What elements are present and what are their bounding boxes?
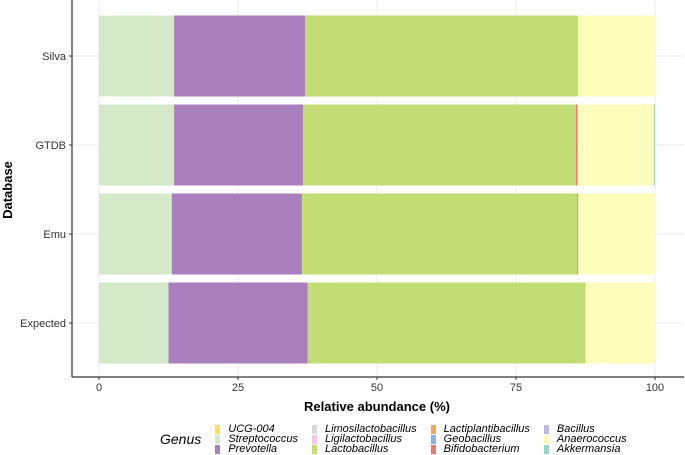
bar-segment-expected-streptococcus [99,282,169,364]
legend-item: Prevotella [215,443,298,455]
legend-item: Geobacillus [430,433,530,445]
legend-item: Lactiplantibacillus [430,423,530,435]
legend-item: Lactobacillus [311,443,417,455]
bar-segment-gtdb-lactobacillus [303,104,577,186]
legend-label: Lactiplantibacillus [443,423,530,435]
legend-item: Limosilactobacillus [311,423,417,435]
y-axis-title: Database [0,161,15,219]
legend-label: Akkermansia [556,443,621,455]
x-tick-label: 50 [371,382,383,394]
legend-item: UCG-004 [215,423,298,435]
x-tick-label: 0 [96,382,102,394]
bar-segment-silva-ucg-004 [99,15,101,97]
legend: Genus UCG-004 Streptococcus Prevotella Limo… [160,423,627,455]
bar-segment-gtdb-akkermansia [653,104,655,186]
legend-swatch [215,434,221,444]
legend-label: Anaerococcus [556,433,627,445]
legend-swatch [543,424,549,434]
bar-segment-silva-lactobacillus [305,15,579,97]
x-axis-title: Relative abundance (%) [304,399,450,414]
bar-segment-expected-anaerococcus [585,282,655,364]
legend-label: Bacillus [556,423,595,435]
legend-item: Bifidobacterium [430,443,530,455]
legend-label: Prevotella [228,443,278,455]
legend-label: Limosilactobacillus [324,423,417,435]
bar-segment-gtdb-bifidobacterium [576,104,578,186]
bar-segment-expected-lactobacillus [307,282,586,364]
bar-segment-silva-streptococcus [100,15,175,97]
x-tick-label: 100 [646,382,664,394]
legend-swatch [311,434,317,444]
legend-label: Streptococcus [228,433,298,445]
legend-item: Streptococcus [215,433,298,445]
bar-segment-gtdb-anaerococcus [577,104,654,186]
bar-segment-gtdb-streptococcus [99,104,175,186]
legend-swatch [215,424,221,434]
legend-item: Akkermansia [543,443,627,455]
legend-item: Bacillus [543,423,627,435]
legend-label: Ligilactobacillus [324,433,402,445]
y-tick-label: Silva [42,51,67,63]
legend-label: Lactobacillus [324,443,389,455]
x-tick-label: 75 [510,382,522,394]
legend-swatch [311,424,317,434]
legend-label: Geobacillus [443,433,502,445]
legend-swatch [430,424,436,434]
legend-swatch [311,444,317,454]
plot-area: Silva GTDB Emu Expected 0 25 50 75 100 Relative a… [0,0,684,414]
legend-item: Ligilactobacillus [311,433,417,445]
legend-swatch [215,444,221,454]
y-tick-label: Expected [20,318,66,330]
bar-segment-emu-anaerococcus [578,193,655,275]
bar-segment-emu-bifidobacterium [577,193,579,275]
y-tick-label: Emu [43,229,66,241]
legend-swatch [430,444,436,454]
y-tick-label: GTDB [35,140,66,152]
bar-segment-silva-prevotella [174,15,306,97]
legend-swatch [543,434,549,444]
bar-segment-emu-prevotella [171,193,302,275]
bar-segment-emu-lactobacillus [301,193,578,275]
bar-segment-gtdb-prevotella [174,104,304,186]
x-tick-label: 25 [232,382,244,394]
bar-segment-emu-streptococcus [99,193,172,275]
legend-swatch [543,444,549,454]
legend-title: Genus [160,431,202,447]
legend-label: UCG-004 [228,423,275,435]
legend-swatch [430,434,436,444]
legend-label: Bifidobacterium [443,443,520,455]
legend-item: Anaerococcus [543,433,627,445]
bar-segment-silva-anaerococcus [578,15,655,97]
bar-segment-expected-prevotella [168,282,308,364]
